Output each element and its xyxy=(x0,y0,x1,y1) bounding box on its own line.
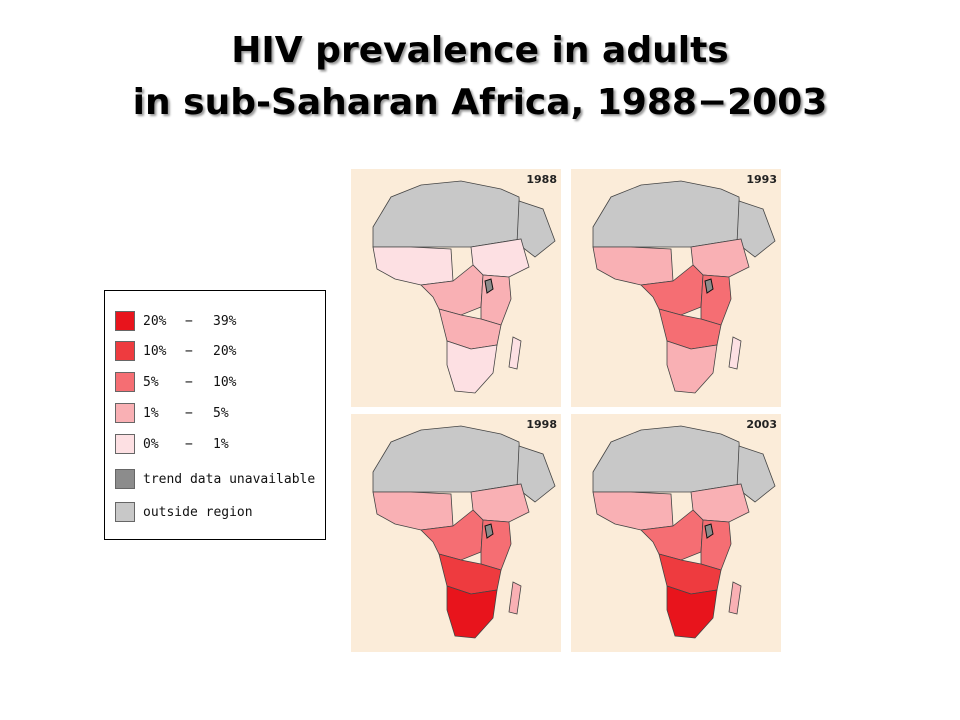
map-panel-1: 1988 xyxy=(351,169,561,407)
map-year-label: 2003 xyxy=(746,418,777,431)
legend-dash: − xyxy=(185,405,193,421)
legend-high: 20% xyxy=(213,343,237,359)
legend-high: 10% xyxy=(213,374,237,390)
region-madagascar xyxy=(728,581,742,615)
africa-map xyxy=(592,425,776,639)
legend-dash: − xyxy=(185,374,193,390)
region-uganda xyxy=(484,523,494,539)
legend-item-trend-unavailable: trend data unavailable xyxy=(115,468,315,490)
legend-high: 1% xyxy=(213,436,229,452)
region-uganda xyxy=(704,523,714,539)
page-title-line-2: in sub-Saharan Africa, 1988−2003 xyxy=(132,82,828,123)
legend-low: 1% xyxy=(143,405,159,421)
legend-swatch xyxy=(115,311,135,331)
africa-map xyxy=(372,180,556,394)
legend-item-5-10: 5% − 10% xyxy=(115,371,236,393)
legend-low: 0% xyxy=(143,436,159,452)
map-year-label: 1998 xyxy=(526,418,557,431)
page-title-line-1: HIV prevalence in adults xyxy=(231,30,729,71)
region-madagascar xyxy=(508,336,522,370)
map-year-label: 1988 xyxy=(526,173,557,186)
legend-dash: − xyxy=(185,313,193,329)
africa-map xyxy=(372,425,556,639)
legend: 20% − 39% 10% − 20% 5% − 10% 1% − 5% 0% … xyxy=(104,290,326,540)
legend-item-20-39: 20% − 39% xyxy=(115,310,236,332)
legend-dash: − xyxy=(185,343,193,359)
region-arabian-peninsula xyxy=(736,200,776,258)
legend-high: 5% xyxy=(213,405,229,421)
region-north-africa xyxy=(372,425,522,493)
legend-swatch xyxy=(115,469,135,489)
region-arabian-peninsula xyxy=(516,200,556,258)
region-madagascar xyxy=(728,336,742,370)
legend-item-0-1: 0% − 1% xyxy=(115,433,229,455)
legend-swatch xyxy=(115,341,135,361)
region-north-africa xyxy=(372,180,522,248)
legend-item-10-20: 10% − 20% xyxy=(115,340,236,362)
region-uganda xyxy=(484,278,494,294)
region-southern-africa xyxy=(666,340,718,394)
region-arabian-peninsula xyxy=(516,445,556,503)
legend-item-1-5: 1% − 5% xyxy=(115,402,229,424)
legend-swatch xyxy=(115,403,135,423)
legend-low: 10% xyxy=(143,343,167,359)
legend-swatch xyxy=(115,434,135,454)
legend-text: trend data unavailable xyxy=(143,471,316,487)
region-west-africa xyxy=(592,246,674,286)
map-panel-2: 1993 xyxy=(571,169,781,407)
region-north-africa xyxy=(592,425,742,493)
region-north-africa xyxy=(592,180,742,248)
region-west-africa xyxy=(592,491,674,531)
legend-low: 5% xyxy=(143,374,159,390)
region-southern-africa xyxy=(446,340,498,394)
legend-swatch xyxy=(115,502,135,522)
legend-swatch xyxy=(115,372,135,392)
africa-map xyxy=(592,180,776,394)
map-year-label: 1993 xyxy=(746,173,777,186)
legend-dash: − xyxy=(185,436,193,452)
region-madagascar xyxy=(508,581,522,615)
region-arabian-peninsula xyxy=(736,445,776,503)
map-panel-4: 2003 xyxy=(571,414,781,652)
region-southern-africa xyxy=(446,585,498,639)
region-west-africa xyxy=(372,246,454,286)
legend-high: 39% xyxy=(213,313,237,329)
region-uganda xyxy=(704,278,714,294)
legend-item-outside-region: outside region xyxy=(115,501,253,523)
legend-text: outside region xyxy=(143,504,253,520)
map-panel-3: 1998 xyxy=(351,414,561,652)
region-southern-africa xyxy=(666,585,718,639)
legend-low: 20% xyxy=(143,313,167,329)
region-west-africa xyxy=(372,491,454,531)
